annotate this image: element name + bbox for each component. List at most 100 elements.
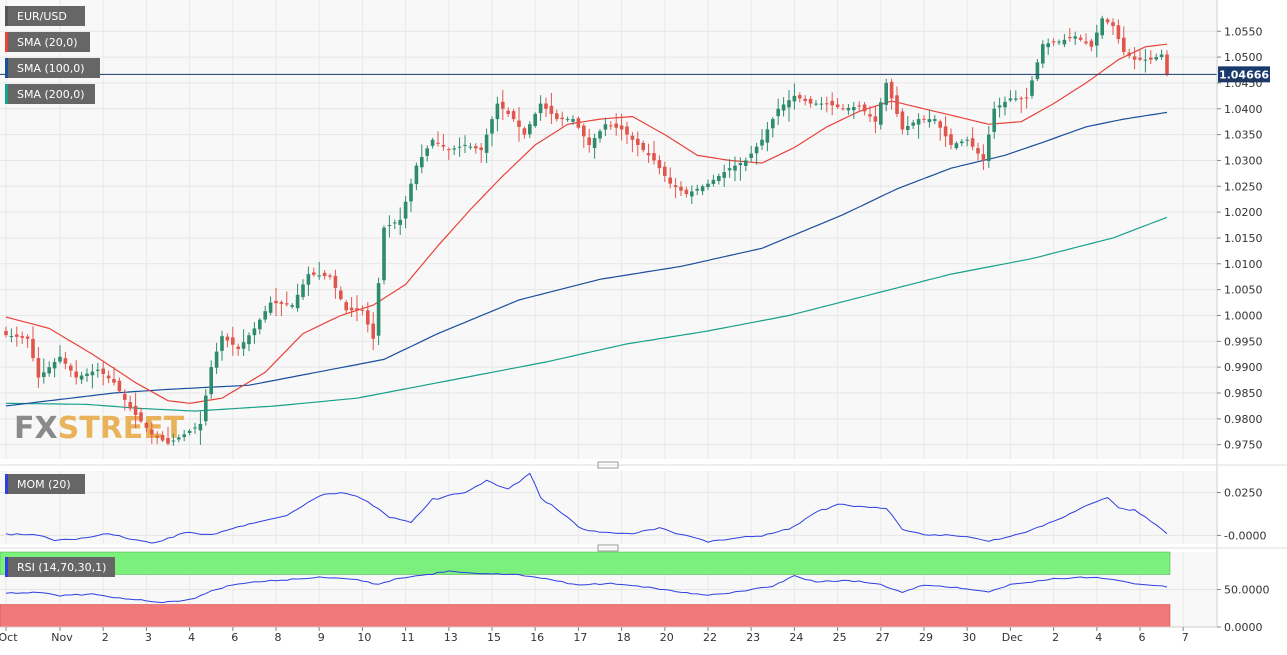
candle-body [52, 361, 57, 369]
candle-body [533, 113, 537, 126]
price-y-tick-label: 1.0400 [1224, 103, 1263, 116]
legend-badges: EUR/USD SMA (20,0) SMA (100,0) SMA (200,0) M… [5, 6, 115, 577]
candle-body [841, 108, 845, 110]
candle-body [209, 367, 213, 395]
legend-badge-bg [5, 84, 95, 104]
candle-body [403, 201, 408, 219]
candle-body [598, 131, 602, 139]
candle-body [263, 311, 267, 320]
candle-body [565, 119, 570, 121]
candle-body [1084, 41, 1088, 44]
candle-body [25, 336, 30, 339]
rsi-y-tick-label: 0.0000 [1224, 621, 1263, 634]
legend-2[interactable]: SMA (100,0) [5, 58, 100, 78]
candle-body [495, 103, 500, 120]
legend-label: MOM (20) [17, 478, 71, 491]
candle-body [139, 412, 143, 422]
candle-body [798, 95, 802, 99]
candle-body [835, 104, 840, 108]
candle-body [1127, 52, 1131, 56]
legend-badge-bg [5, 58, 100, 78]
panel-splitter-handle-2[interactable] [597, 544, 619, 552]
x-tick-label: 3 [145, 631, 152, 644]
legend-0[interactable]: EUR/USD [5, 6, 85, 26]
candle-body [258, 319, 262, 330]
x-tick-label: 16 [530, 631, 544, 644]
candle-body [333, 275, 338, 288]
candle-body [760, 139, 764, 146]
candle-body [738, 163, 743, 166]
candle-body [911, 122, 915, 126]
candle-body [20, 336, 24, 338]
price-y-tick-label: 1.0500 [1224, 51, 1263, 64]
x-tick-label: 17 [573, 631, 587, 644]
price-panel-bg [0, 0, 1217, 459]
candle-body [58, 356, 62, 362]
candle-body [938, 121, 942, 128]
candle-body [846, 107, 851, 111]
candle-body [31, 338, 35, 359]
candle-body [366, 310, 370, 325]
x-tick-label: 6 [231, 631, 238, 644]
candle-body [895, 95, 899, 114]
legend-badge-bg [5, 474, 85, 494]
candle-body [587, 137, 591, 145]
candle-body [603, 124, 608, 130]
x-tick-label: 24 [789, 631, 803, 644]
candle-body [609, 125, 613, 127]
x-tick-label: 8 [275, 631, 282, 644]
candle-body [285, 303, 289, 305]
panel-splitter-handle-1[interactable] [597, 461, 619, 469]
candle-body [825, 103, 829, 105]
legend-color-swatch [5, 6, 8, 26]
candle-body [177, 437, 181, 440]
indicator-lines [5, 472, 1168, 604]
candlesticks [4, 15, 1169, 446]
candle-body [582, 125, 586, 137]
legend-1[interactable]: SMA (20,0) [5, 32, 90, 52]
candle-body [425, 148, 429, 156]
candle-body [576, 118, 581, 128]
legend-label: SMA (100,0) [17, 62, 85, 75]
candle-body [101, 368, 105, 375]
candle-body [360, 309, 365, 311]
rsi-oversold-band [0, 604, 1171, 628]
candle-body [981, 154, 986, 161]
candle-body [96, 369, 100, 371]
candle-body [517, 120, 521, 127]
candle-body [733, 165, 737, 171]
candle-body [160, 434, 165, 441]
candle-body [312, 272, 316, 275]
candle-body [123, 393, 127, 400]
current-price-line: 1.04666 [0, 66, 1270, 83]
candle-body [792, 95, 797, 102]
legend-label: RSI (14,70,30,1) [17, 561, 106, 574]
legend-rsi[interactable]: RSI (14,70,30,1) [5, 557, 115, 577]
candle-body [879, 102, 883, 125]
candle-body [889, 81, 894, 99]
candle-body [1014, 98, 1018, 100]
candle-body [987, 134, 991, 162]
candle-body [873, 116, 878, 122]
candle-body [625, 126, 629, 135]
candle-body [74, 371, 78, 378]
legend-color-swatch [5, 84, 8, 104]
candle-body [479, 147, 483, 151]
legend-3[interactable]: SMA (200,0) [5, 84, 95, 104]
candle-body [1003, 101, 1007, 108]
candle-body [717, 175, 721, 182]
candle-body [976, 148, 980, 154]
x-tick-label: 4 [188, 631, 195, 644]
candle-body [657, 160, 662, 169]
candle-body [15, 334, 19, 337]
candle-body [1068, 36, 1072, 39]
candle-body [150, 429, 154, 435]
candle-body [36, 358, 41, 378]
candle-body [528, 124, 532, 135]
legend-label: EUR/USD [17, 10, 67, 23]
rsi-bands [0, 551, 1171, 628]
legend-mom[interactable]: MOM (20) [5, 474, 85, 494]
candle-body [106, 375, 111, 379]
candle-body [355, 308, 359, 311]
